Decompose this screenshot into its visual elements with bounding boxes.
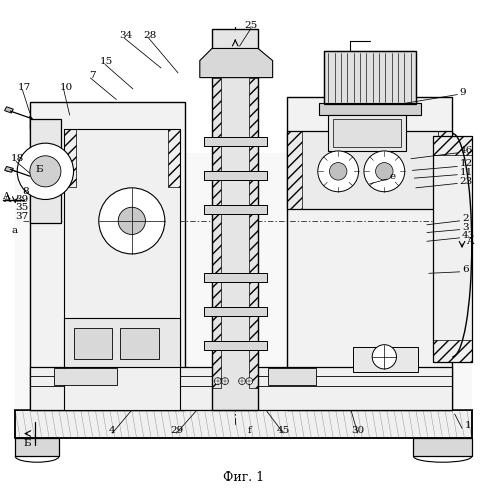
Bar [15, 153, 472, 410]
Text: 45: 45 [277, 426, 290, 435]
Text: 25: 25 [244, 21, 258, 30]
Bar [30, 102, 185, 410]
Text: 1: 1 [465, 422, 471, 430]
Text: a: a [12, 226, 18, 235]
Bar [120, 328, 158, 360]
Text: 10: 10 [59, 83, 73, 92]
Text: e: e [389, 172, 395, 180]
Bar [433, 136, 472, 156]
Text: 29: 29 [170, 426, 183, 435]
Bar [30, 119, 61, 224]
Bar [15, 410, 472, 438]
Text: 37: 37 [16, 212, 29, 222]
Bar [204, 206, 267, 214]
Bar [324, 51, 416, 104]
Text: 11: 11 [460, 168, 473, 177]
Bar [324, 51, 416, 104]
Text: 12: 12 [460, 159, 473, 168]
Text: 3: 3 [462, 222, 468, 232]
Circle shape [17, 143, 74, 200]
Polygon shape [15, 438, 59, 456]
Text: 6: 6 [462, 265, 468, 274]
Bar [353, 347, 418, 372]
Circle shape [329, 162, 347, 180]
Bar [64, 128, 76, 187]
Circle shape [222, 378, 228, 384]
Bar [329, 115, 406, 152]
Circle shape [118, 208, 146, 234]
Bar [287, 131, 302, 208]
Bar [54, 368, 117, 384]
Text: 46: 46 [460, 146, 473, 155]
Bar [438, 131, 452, 208]
Bar [204, 308, 267, 316]
Text: 4: 4 [109, 426, 116, 435]
Text: 17: 17 [18, 83, 31, 92]
Polygon shape [200, 48, 273, 78]
Text: A: A [2, 192, 10, 201]
Text: 15: 15 [100, 57, 113, 66]
Circle shape [246, 378, 253, 384]
Bar [204, 172, 267, 180]
Text: A: A [466, 237, 473, 246]
Bar [212, 78, 221, 388]
Text: 30: 30 [351, 426, 364, 435]
Text: Б: Б [36, 166, 43, 174]
Bar [268, 368, 317, 384]
Text: Б: Б [23, 439, 31, 448]
Bar [287, 97, 452, 410]
Circle shape [372, 344, 396, 369]
Bar [204, 138, 267, 146]
Text: 7: 7 [89, 70, 95, 80]
Bar [249, 78, 258, 388]
Bar [168, 128, 180, 187]
Polygon shape [413, 438, 472, 456]
Text: f: f [248, 426, 252, 435]
Text: 23: 23 [460, 176, 473, 186]
Circle shape [214, 378, 221, 384]
Text: 34: 34 [119, 31, 132, 40]
Polygon shape [4, 106, 13, 113]
Text: Фиг. 1: Фиг. 1 [223, 471, 264, 484]
Bar [64, 318, 180, 366]
Text: 39: 39 [16, 196, 29, 204]
Circle shape [99, 188, 165, 254]
Text: 18: 18 [11, 154, 24, 163]
Text: 28: 28 [144, 31, 157, 40]
Bar [433, 136, 472, 362]
Bar [319, 104, 421, 116]
Circle shape [239, 378, 245, 384]
Text: 35: 35 [16, 204, 29, 212]
Text: A: A [3, 196, 11, 204]
Bar [15, 410, 472, 438]
Circle shape [30, 156, 61, 187]
Text: 2: 2 [462, 214, 468, 223]
Bar [204, 274, 267, 282]
Bar [287, 131, 452, 208]
Circle shape [364, 151, 405, 192]
Text: 8: 8 [22, 187, 29, 196]
Circle shape [318, 151, 358, 192]
Polygon shape [4, 166, 13, 172]
Text: 9: 9 [460, 88, 466, 96]
Circle shape [375, 162, 393, 180]
Bar [64, 128, 180, 410]
Bar [333, 119, 401, 147]
Bar [64, 323, 180, 362]
Bar [433, 340, 472, 361]
Text: 43: 43 [462, 231, 475, 240]
Bar [212, 29, 258, 410]
Bar [204, 342, 267, 350]
Bar [30, 366, 452, 410]
Bar [74, 328, 112, 360]
